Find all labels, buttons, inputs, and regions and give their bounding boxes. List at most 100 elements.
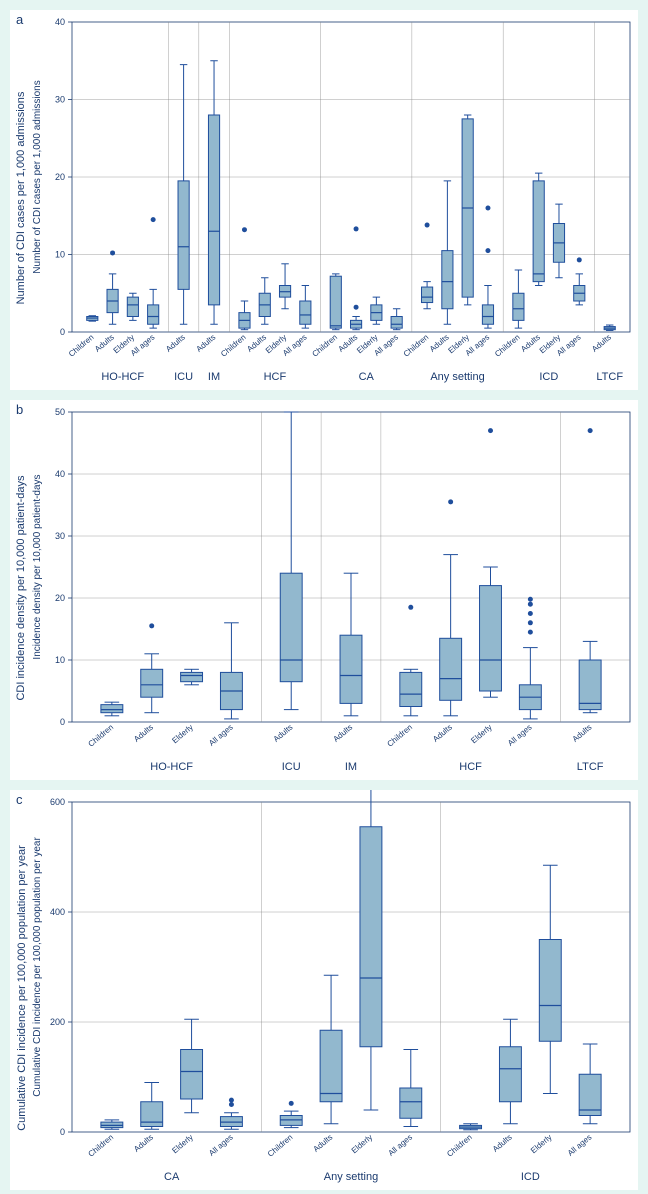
outlier	[229, 1098, 234, 1103]
box	[442, 251, 453, 309]
xtick-label: Elderly	[170, 723, 195, 746]
ytick-label: 600	[50, 797, 65, 807]
xtick-label: Adults	[312, 1133, 335, 1154]
ytick-label: 50	[55, 407, 65, 417]
box	[400, 1088, 422, 1118]
box	[360, 827, 382, 1047]
xtick-label: Adults	[331, 723, 354, 744]
xtick-label: Adults	[272, 723, 295, 744]
box	[482, 305, 493, 324]
group-label: LTCF	[596, 371, 623, 383]
outlier	[488, 428, 493, 433]
outlier	[289, 1101, 294, 1106]
ytick-label: 30	[55, 95, 65, 105]
xtick-label: All ages	[207, 723, 235, 748]
ytitle-outer: Number of CDI cases per 1,000 admissions	[15, 27, 27, 369]
ytitle-inner: Incidence density per 10,000 patient-day…	[32, 474, 43, 659]
outlier	[577, 257, 582, 262]
xtick-label: Elderly	[350, 1133, 375, 1156]
xtick-label: Adults	[590, 333, 613, 354]
panel-a: Number of CDI cases per 1,000 admissions…	[10, 10, 638, 390]
ytick-label: 400	[50, 907, 65, 917]
group-label: HO-HCF	[101, 371, 144, 383]
box	[320, 1030, 342, 1102]
ytick-label: 30	[55, 531, 65, 541]
xtick-label: Elderly	[469, 723, 494, 746]
outlier	[408, 605, 413, 610]
group-label: ICD	[539, 371, 558, 383]
outlier	[485, 248, 490, 253]
box	[181, 1050, 203, 1100]
chart-b: 01020304050Incidence density per 10,000 …	[10, 400, 638, 780]
ytick-label: 40	[55, 469, 65, 479]
xtick-label: Children	[87, 723, 116, 749]
xtick-label: Children	[445, 1133, 474, 1159]
box	[499, 1047, 521, 1102]
outlier	[229, 1102, 234, 1107]
box	[127, 297, 138, 316]
box	[539, 940, 561, 1042]
box	[340, 635, 362, 703]
xtick-label: All ages	[207, 1133, 235, 1158]
xtick-label: Children	[266, 1133, 295, 1159]
xtick-label: Children	[87, 1133, 116, 1159]
outlier	[588, 428, 593, 433]
group-label: Any setting	[324, 1171, 378, 1183]
xtick-label: Children	[385, 723, 414, 749]
group-label: IM	[208, 371, 220, 383]
panel-letter: a	[16, 12, 23, 27]
group-label: CA	[164, 1171, 180, 1183]
panel-letter: c	[16, 792, 23, 807]
group-label: LTCF	[577, 761, 604, 773]
xtick-label: Children	[67, 333, 96, 359]
outlier	[528, 611, 533, 616]
ytitle-inner: Number of CDI cases per 1,000 admissions	[32, 80, 43, 273]
box	[422, 287, 433, 303]
chart-a: 010203040Number of CDI cases per 1,000 a…	[10, 10, 638, 390]
group-label: HCF	[459, 761, 482, 773]
box	[480, 586, 502, 691]
panel-c: Cumulative CDI incidence per 100,000 pop…	[10, 790, 638, 1190]
xtick-label: Adults	[164, 333, 187, 354]
outlier	[528, 620, 533, 625]
ytick-label: 20	[55, 172, 65, 182]
xtick-label: All ages	[506, 723, 534, 748]
ytick-label: 10	[55, 250, 65, 260]
outlier	[354, 305, 359, 310]
box	[280, 573, 302, 682]
ytitle-inner: Cumulative CDI incidence per 100,000 pop…	[32, 837, 43, 1097]
outlier	[354, 226, 359, 231]
xtick-label: All ages	[386, 1133, 414, 1158]
outlier	[149, 623, 154, 628]
ytick-label: 0	[60, 1127, 65, 1137]
panel-b: CDI incidence density per 10,000 patient…	[10, 400, 638, 780]
xtick-label: Adults	[195, 333, 218, 354]
box	[208, 115, 219, 305]
box	[391, 317, 402, 329]
group-label: CA	[359, 371, 375, 383]
xtick-label: Adults	[491, 1133, 514, 1154]
box	[141, 669, 163, 697]
xtick-label: Elderly	[170, 1133, 195, 1156]
box	[330, 276, 341, 328]
group-label: Any setting	[430, 371, 484, 383]
box	[300, 301, 311, 324]
ytick-label: 10	[55, 655, 65, 665]
group-label: ICU	[174, 371, 193, 383]
ytitle-outer: Cumulative CDI incidence per 100,000 pop…	[16, 808, 28, 1168]
outlier	[151, 217, 156, 222]
chart-c: 0200400600Cumulative CDI incidence per 1…	[10, 790, 638, 1190]
box	[579, 1074, 601, 1115]
ytick-label: 0	[60, 327, 65, 337]
ytitle-outer: CDI incidence density per 10,000 patient…	[15, 417, 27, 759]
panel-letter: b	[16, 402, 23, 417]
outlier	[242, 227, 247, 232]
group-label: ICD	[521, 1171, 540, 1183]
outlier	[425, 223, 430, 228]
group-label: HO-HCF	[150, 761, 193, 773]
box	[101, 705, 123, 713]
xtick-label: All ages	[566, 1133, 594, 1158]
xtick-label: Adults	[132, 1133, 155, 1154]
xtick-label: Adults	[571, 723, 594, 744]
box	[141, 1102, 163, 1127]
